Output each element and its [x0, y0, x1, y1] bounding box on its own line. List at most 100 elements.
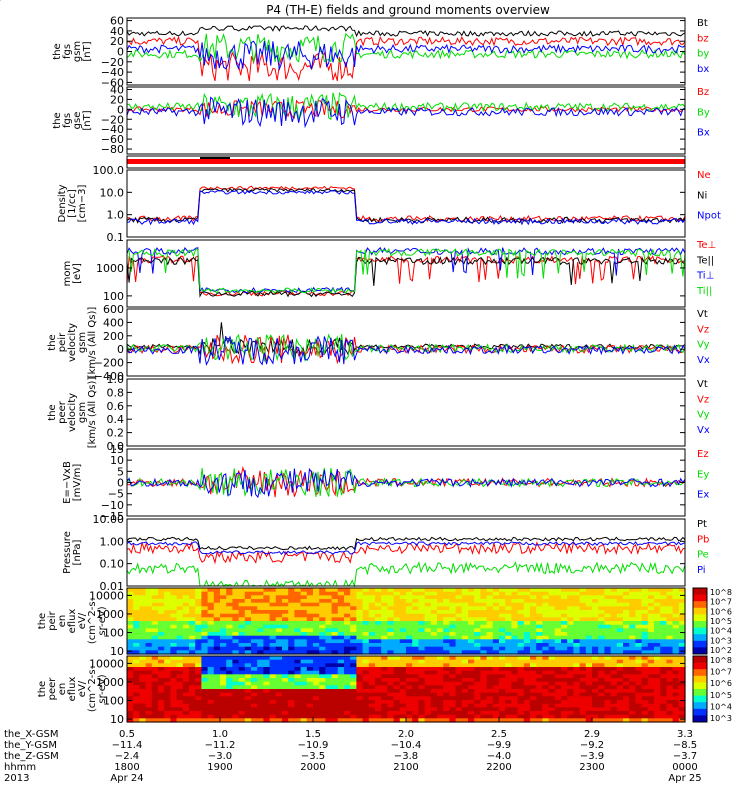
heatmap-cell [207, 599, 215, 604]
heatmap-cell [672, 667, 680, 672]
heatmap-cell [585, 674, 593, 679]
heatmap-cell [232, 650, 240, 655]
heatmap-cell [492, 632, 500, 637]
heatmap-cell [505, 621, 512, 626]
heatmap-cell [449, 674, 457, 679]
heatmap-cell [455, 700, 463, 705]
heatmap-cell [573, 714, 581, 719]
heatmap-cell [362, 591, 370, 596]
heatmap-cell [449, 656, 457, 661]
heatmap-cell [511, 711, 519, 716]
heatmap-cell [629, 714, 636, 719]
heatmap-cell [195, 639, 202, 644]
heatmap-cell [418, 685, 426, 690]
heatmap-cell [331, 599, 339, 604]
heatmap-cell [412, 621, 419, 626]
heatmap-cell [579, 659, 587, 664]
heatmap-cell [579, 613, 587, 618]
heatmap-cell [145, 659, 153, 664]
heatmap-cell [449, 591, 457, 596]
heatmap-cell [461, 632, 469, 637]
legend-label: Ti⊥ [696, 271, 714, 282]
heatmap-cell [536, 624, 543, 629]
heatmap-cell [449, 681, 457, 686]
heatmap-cell [579, 606, 587, 611]
heatmap-cell [678, 632, 686, 637]
heatmap-cell [468, 718, 475, 723]
heatmap-cell [207, 643, 215, 648]
heatmap-cell [381, 613, 388, 618]
heatmap-cell [548, 700, 556, 705]
heatmap-cell [430, 624, 438, 629]
heatmap-cell [232, 667, 240, 672]
heatmap-cell [623, 639, 630, 644]
heatmap-cell [486, 678, 494, 683]
y-axis-label: (cm^2-s- [87, 597, 98, 644]
heatmap-cell [424, 656, 432, 661]
heatmap-cell [263, 628, 271, 633]
heatmap-cell [257, 674, 264, 679]
colorbar-frame [692, 655, 708, 723]
heatmap-cell [523, 707, 531, 712]
heatmap-cell [300, 659, 308, 664]
heatmap-cell [654, 602, 661, 607]
heatmap-cell [511, 628, 519, 633]
heatmap-cell [449, 714, 457, 719]
heatmap-cell [306, 610, 314, 615]
heatmap-cell [424, 617, 432, 622]
heatmap-cell [542, 632, 550, 637]
heatmap-cell [418, 692, 426, 697]
heatmap-cell [325, 711, 333, 716]
heatmap-cell [325, 646, 333, 651]
heatmap-cell [666, 663, 674, 668]
heatmap-cell [151, 595, 159, 600]
heatmap-cell [517, 599, 525, 604]
heatmap-cell [635, 714, 643, 719]
heatmap-cell [641, 635, 649, 640]
heatmap-cell [585, 659, 593, 664]
heatmap-cell [164, 656, 171, 661]
heatmap-cell [300, 663, 308, 668]
heatmap-cell [189, 674, 196, 679]
heatmap-cell [213, 606, 221, 611]
heatmap-cell [164, 599, 171, 604]
heatmap-cell [282, 703, 289, 708]
colorbar-tick-label: 10^4 [710, 702, 732, 711]
heatmap-cell [530, 670, 537, 675]
heatmap-cell [412, 678, 419, 683]
heatmap-cell [182, 588, 190, 593]
heatmap-cell [585, 711, 593, 716]
y-tick-label: 1000 [96, 676, 124, 689]
heatmap-cell [554, 707, 562, 712]
heatmap-cell [399, 628, 407, 633]
heatmap-cell [399, 639, 407, 644]
heatmap-cell [387, 650, 395, 655]
heatmap-cell [412, 606, 419, 611]
heatmap-cell [492, 624, 500, 629]
heatmap-cell [660, 632, 667, 637]
heatmap-cell [523, 639, 531, 644]
heatmap-cell [306, 700, 314, 705]
heatmap-cell [492, 678, 500, 683]
heatmap-cell [412, 718, 419, 723]
heatmap-cell [356, 696, 364, 701]
heatmap-cell [455, 663, 463, 668]
heatmap-cell [139, 670, 147, 675]
heatmap-cell [468, 700, 475, 705]
heatmap-cell [511, 707, 519, 712]
heatmap-cell [523, 700, 531, 705]
heatmap-cell [604, 718, 612, 723]
heatmap-cell [195, 632, 202, 637]
heatmap-cell [641, 703, 649, 708]
heatmap-cell [530, 667, 537, 672]
heatmap-cell [616, 663, 624, 668]
heatmap-cell [294, 602, 302, 607]
heatmap-cell [548, 650, 556, 655]
heatmap-cell [288, 667, 295, 672]
heatmap-cell [201, 674, 209, 679]
heatmap-cell [461, 670, 469, 675]
heatmap-cell [678, 714, 686, 719]
heatmap-cell [393, 621, 401, 626]
legend-label: Ti|| [696, 286, 712, 297]
